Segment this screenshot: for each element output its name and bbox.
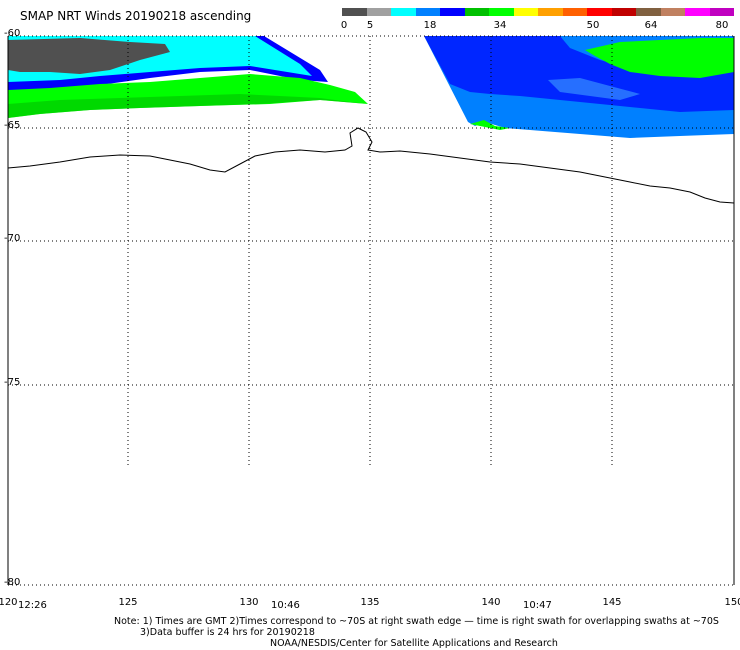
map-title: SMAP NRT Winds 20190218 ascending bbox=[20, 9, 252, 23]
note-line-1: Note: 1) Times are GMT 2)Times correspon… bbox=[114, 616, 719, 627]
colorbar-tick-label: 5 bbox=[366, 20, 374, 31]
latitude-label: -65 bbox=[4, 120, 21, 131]
swath-time-3: 10:47 bbox=[523, 600, 552, 611]
colorbar-segment bbox=[636, 8, 661, 16]
colorbar-segment bbox=[464, 8, 489, 16]
longitude-label: 125 bbox=[118, 597, 138, 608]
wind-speed-colorbar bbox=[342, 8, 734, 16]
colorbar-segment bbox=[709, 8, 734, 16]
colorbar-segment bbox=[611, 8, 636, 16]
map-grid bbox=[7, 35, 735, 586]
left-swath bbox=[8, 36, 368, 118]
latitude-label: -80 bbox=[4, 577, 21, 588]
colorbar-tick-label: 34 bbox=[493, 20, 507, 31]
colorbar-segment bbox=[587, 8, 612, 16]
colorbar-tick-label: 64 bbox=[644, 20, 658, 31]
colorbar-segment bbox=[489, 8, 514, 16]
longitude-label: 130 bbox=[239, 597, 259, 608]
longitude-label: 145 bbox=[602, 597, 622, 608]
colorbar-segment bbox=[685, 8, 710, 16]
colorbar-segment bbox=[391, 8, 416, 16]
colorbar-tick-label: 80 bbox=[715, 20, 729, 31]
swath-time-1: 12:26 bbox=[18, 600, 47, 611]
latitude-label: -70 bbox=[4, 233, 21, 244]
colorbar-tick-label: 0 bbox=[340, 20, 348, 31]
colorbar-segment bbox=[415, 8, 440, 16]
colorbar-segment bbox=[538, 8, 563, 16]
colorbar-segment bbox=[366, 8, 391, 16]
antarctic-coastline bbox=[7, 127, 735, 204]
colorbar-segment bbox=[342, 8, 367, 16]
note-line-3: NOAA/NESDIS/Center for Satellite Applica… bbox=[270, 638, 558, 649]
colorbar-segment bbox=[440, 8, 465, 16]
longitude-label: 120 bbox=[0, 597, 18, 608]
colorbar-segment bbox=[562, 8, 587, 16]
note-line-2: 3)Data buffer is 24 hrs for 20190218 bbox=[140, 627, 315, 638]
latitude-label: -60 bbox=[4, 28, 21, 39]
colorbar-tick-label: 50 bbox=[586, 20, 600, 31]
swath-time-2: 10:46 bbox=[271, 600, 300, 611]
longitude-label: 135 bbox=[360, 597, 380, 608]
latitude-label: -75 bbox=[4, 377, 21, 388]
colorbar-segment bbox=[660, 8, 685, 16]
longitude-label: 150 bbox=[724, 597, 740, 608]
colorbar-tick-label: 18 bbox=[423, 20, 437, 31]
colorbar-segment bbox=[513, 8, 538, 16]
longitude-label: 140 bbox=[481, 597, 501, 608]
right-swath bbox=[424, 36, 734, 138]
